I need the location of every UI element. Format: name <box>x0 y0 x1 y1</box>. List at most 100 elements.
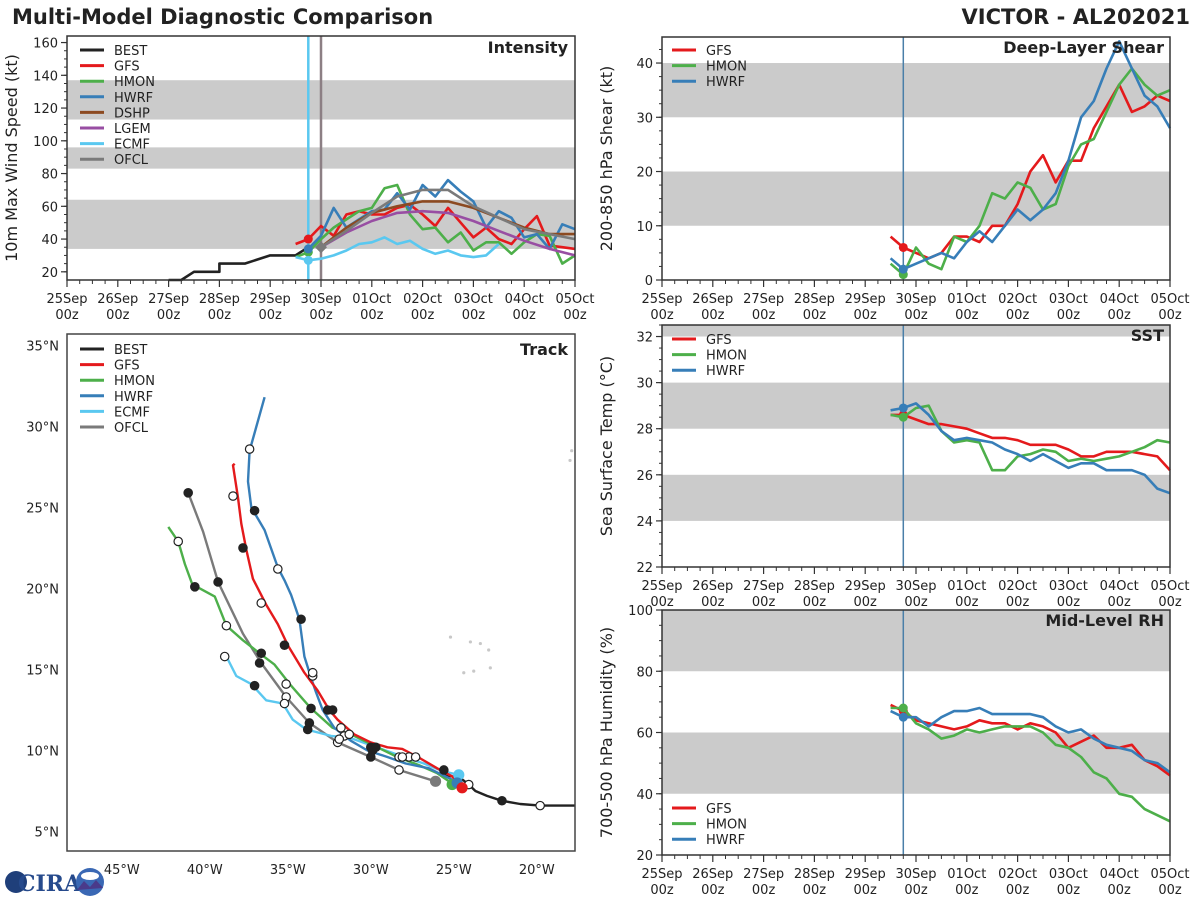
track-marker-gfs <box>279 640 290 650</box>
x-tick-label: 01Oct <box>947 579 986 594</box>
y-axis-label: 10m Max Wind Speed (kt) <box>2 54 21 262</box>
x-tick-label: 05Oct <box>1150 579 1189 594</box>
x-tick-sublabel: 00z <box>1006 308 1030 323</box>
x-tick-label: 25Sep <box>641 579 682 594</box>
panel-title: Mid-Level RH <box>1045 611 1164 630</box>
x-tick-sublabel: 00z <box>157 308 181 323</box>
x-tick-sublabel: 00z <box>1158 595 1182 610</box>
y-tick-label: 0 <box>645 274 653 289</box>
track-marker-hmon <box>281 679 291 689</box>
x-tick-sublabel: 00z <box>1057 308 1081 323</box>
x-tick-label: 27Sep <box>148 292 189 307</box>
y-tick-label: 140 <box>33 69 58 84</box>
x-tick-label: 30Sep <box>895 292 936 307</box>
y-tick-label: 160 <box>33 37 58 52</box>
page-title: Multi-Model Diagnostic Comparison <box>12 5 434 29</box>
lon-tick-label: 30°W <box>353 863 389 878</box>
x-tick-label: 29Sep <box>845 579 886 594</box>
x-tick-label: 02Oct <box>998 579 1037 594</box>
lat-tick-label: 35°N <box>26 339 59 354</box>
x-tick-sublabel: 00z <box>955 308 979 323</box>
x-tick-sublabel: 00z <box>55 308 79 323</box>
x-tick-sublabel: 00z <box>1006 883 1030 898</box>
track-marker-best <box>439 765 449 775</box>
x-tick-label: 30Sep <box>895 867 936 882</box>
y-tick-label: 100 <box>628 604 653 619</box>
x-tick-label: 27Sep <box>743 292 784 307</box>
track-marker-ofcl <box>429 775 442 787</box>
x-tick-sublabel: 00z <box>1006 595 1030 610</box>
lat-tick-label: 30°N <box>26 420 59 435</box>
x-tick-sublabel: 00z <box>904 595 928 610</box>
x-tick-label: 27Sep <box>743 867 784 882</box>
series-marker-hwrf <box>898 264 908 274</box>
series-marker-ecmf <box>303 255 313 265</box>
y-tick-label: 100 <box>33 135 58 150</box>
x-tick-label: 29Sep <box>845 292 886 307</box>
track-marker-ecmf <box>302 724 313 735</box>
x-tick-label: 28Sep <box>199 292 240 307</box>
track-marker-gfs <box>344 729 355 740</box>
x-tick-sublabel: 00z <box>462 308 486 323</box>
track-marker-hmon <box>173 536 184 547</box>
logo-cloud <box>81 872 99 880</box>
legend-label-hwrf: HWRF <box>706 75 745 90</box>
x-tick-sublabel: 00z <box>752 308 776 323</box>
series-marker-gfs <box>303 234 313 244</box>
x-tick-sublabel: 00z <box>803 595 827 610</box>
legend-label-gfs: GFS <box>706 44 732 59</box>
chart-sst: 22242628303225Sep00z26Sep00z27Sep00z28Se… <box>597 324 1190 610</box>
x-tick-sublabel: 00z <box>955 883 979 898</box>
x-tick-sublabel: 00z <box>309 308 333 323</box>
series-marker-hwrf <box>898 712 908 722</box>
x-tick-sublabel: 00z <box>854 308 878 323</box>
series-line-hmon <box>889 67 1171 276</box>
series-marker-ofcl <box>315 241 327 254</box>
y-tick-label: 32 <box>636 331 653 346</box>
x-tick-sublabel: 00z <box>701 308 725 323</box>
series-line-hmon <box>890 706 1171 823</box>
x-tick-label: 03Oct <box>1049 867 1088 882</box>
x-tick-label: 27Sep <box>743 579 784 594</box>
x-tick-label: 26Sep <box>692 579 733 594</box>
legend-label-lgem: LGEM <box>114 122 151 137</box>
x-tick-sublabel: 00z <box>701 595 725 610</box>
y-tick-label: 40 <box>636 57 653 72</box>
island-shape <box>570 449 574 453</box>
track-marker-hmon <box>336 723 346 733</box>
track-marker-hmon <box>306 703 316 714</box>
y-tick-label: 60 <box>636 727 653 742</box>
y-tick-label: 40 <box>41 233 58 248</box>
x-tick-label: 30Sep <box>300 292 341 307</box>
y-tick-label: 26 <box>636 469 653 484</box>
x-tick-sublabel: 00z <box>803 308 827 323</box>
y-tick-label: 80 <box>636 665 653 680</box>
y-tick-label: 120 <box>33 102 58 117</box>
y-tick-label: 30 <box>636 377 653 392</box>
x-tick-sublabel: 00z <box>752 595 776 610</box>
chart-track: 45°W 40°W 35°W 30°W 25°W 20°W 5°N 10°N 15°N 20°N 2… <box>26 333 576 878</box>
track-marker-gfs <box>256 598 267 608</box>
series-line-gfs <box>890 703 1171 777</box>
lon-tick-label: 45°W <box>104 863 140 878</box>
x-tick-label: 30Sep <box>895 579 936 594</box>
island-shape <box>487 648 491 652</box>
x-tick-sublabel: 00z <box>701 883 725 898</box>
x-tick-label: 26Sep <box>97 292 138 307</box>
y-tick-label: 60 <box>41 200 58 215</box>
island-shape <box>468 640 473 644</box>
x-tick-sublabel: 00z <box>106 308 130 323</box>
track-marker-gfs <box>456 782 468 794</box>
island-shape <box>448 635 453 639</box>
y-tick-label: 20 <box>41 266 58 281</box>
legend-label-ecmf: ECMF <box>114 138 150 153</box>
y-tick-label: 40 <box>636 788 653 803</box>
x-tick-sublabel: 00z <box>650 883 674 898</box>
lat-tick-label: 20°N <box>26 582 59 597</box>
legend-label-hwrf: HWRF <box>706 364 745 379</box>
track-marker-ecmf <box>219 651 230 662</box>
track-marker-ofcl <box>394 765 404 775</box>
legend-label-ecmf: ECMF <box>114 405 150 420</box>
x-tick-label: 05Oct <box>1150 292 1189 307</box>
legend-label-hmon: HMON <box>114 75 155 90</box>
